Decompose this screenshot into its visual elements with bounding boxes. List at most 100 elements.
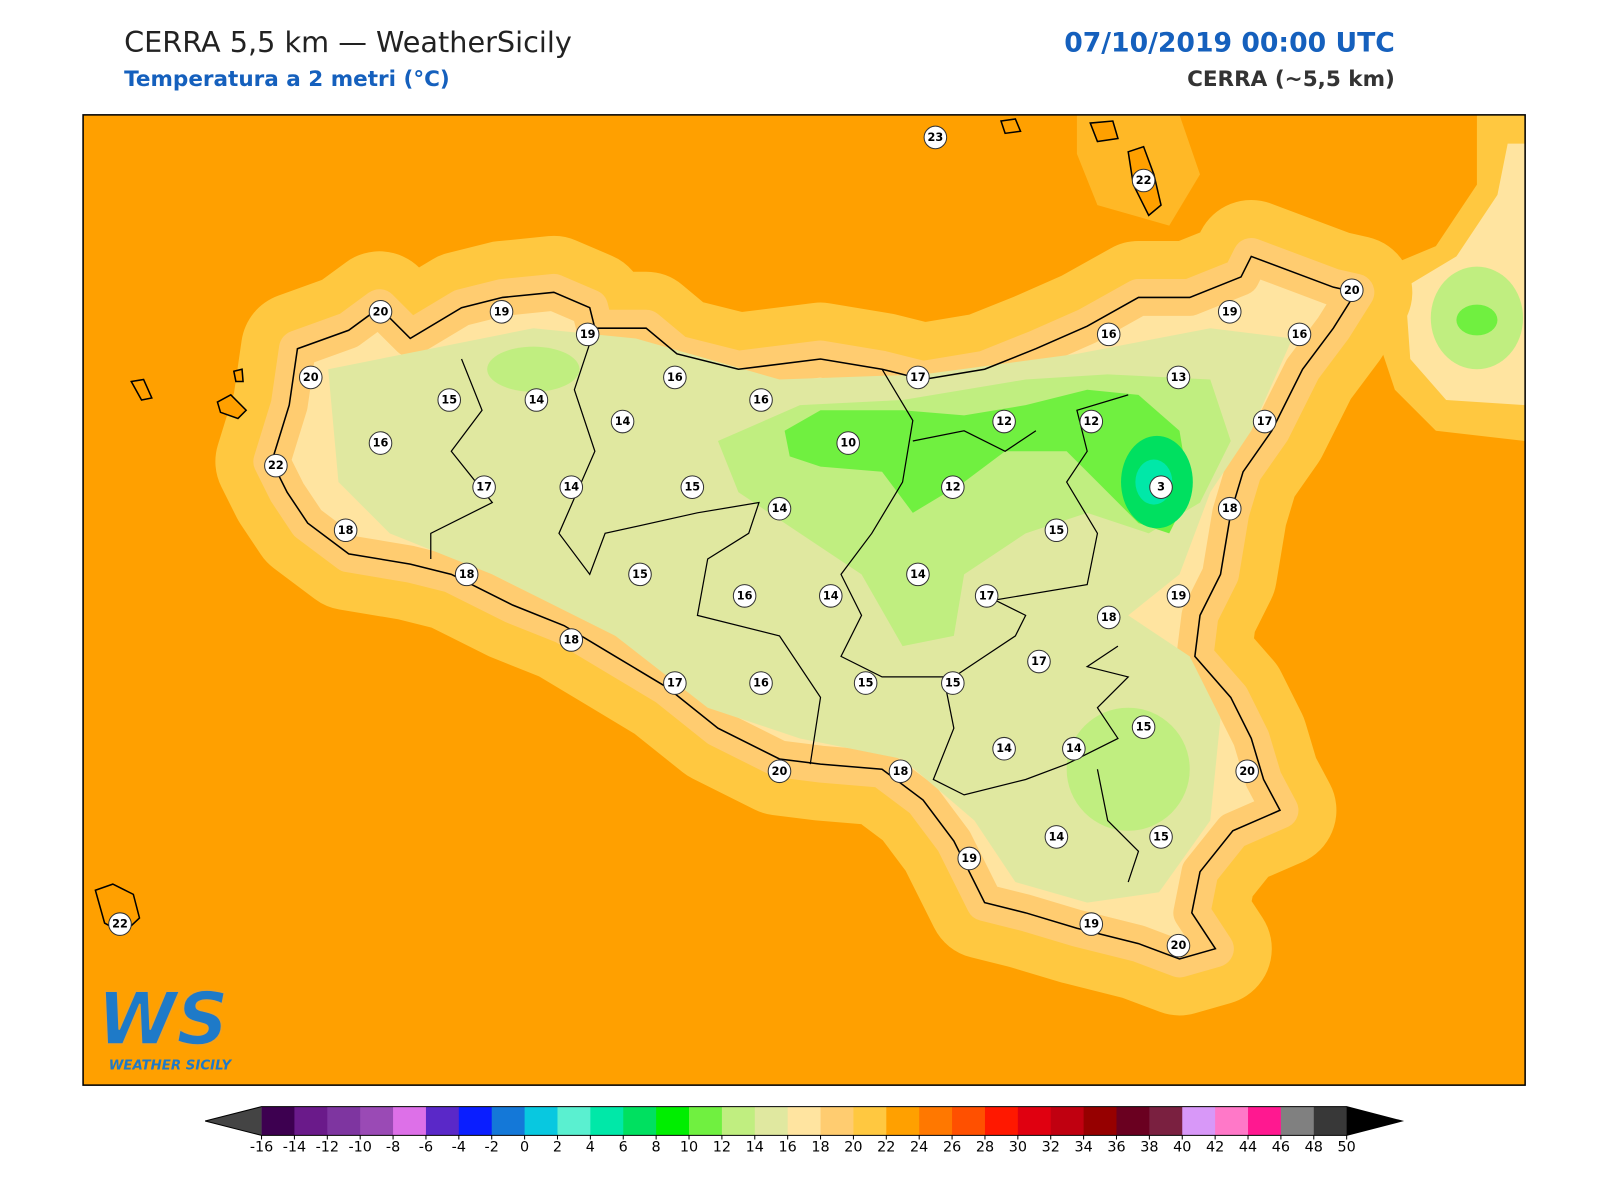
colorbar-bin — [952, 1106, 986, 1136]
station-value: 20 — [373, 305, 389, 318]
station-marker — [923, 125, 948, 150]
colorbar-bin — [294, 1106, 328, 1136]
station: 14 — [906, 562, 930, 587]
colorbar-bin — [393, 1106, 427, 1136]
colorbar-tick-label: 44 — [1239, 1140, 1257, 1156]
station-marker — [663, 365, 687, 390]
station-value: 14 — [615, 415, 631, 428]
station-marker — [1131, 715, 1156, 739]
colorbar-bin — [1116, 1106, 1150, 1136]
colorbar-bin — [721, 1106, 756, 1136]
station: 18 — [1096, 605, 1121, 630]
station-value: 15 — [632, 568, 648, 581]
station-value: 16 — [753, 394, 769, 407]
colorbar-under — [205, 1106, 262, 1136]
colorbar-tick-label: 22 — [877, 1140, 895, 1156]
colorbar-bin — [1083, 1106, 1118, 1136]
station-value: 14 — [563, 481, 579, 494]
station-marker — [437, 388, 462, 412]
station-value: 17 — [1031, 655, 1047, 668]
station-value: 19 — [1222, 305, 1238, 318]
station-value: 12 — [945, 481, 961, 494]
station: 20 — [298, 365, 323, 390]
station: 14 — [818, 584, 843, 608]
station: 14 — [524, 388, 549, 412]
station-marker — [575, 322, 600, 347]
station: 17 — [906, 365, 930, 390]
station-marker — [1339, 278, 1364, 303]
title: CERRA 5,5 km — WeatherSicily — [124, 25, 572, 59]
station-marker — [610, 409, 635, 434]
station: 17 — [974, 584, 999, 608]
station: 15 — [1044, 518, 1069, 543]
colorbar-tick-label: 26 — [943, 1140, 961, 1156]
station-marker — [906, 365, 930, 390]
logo-text: WEATHER SICILY — [109, 1059, 233, 1074]
station-value: 16 — [373, 437, 389, 450]
station: 17 — [663, 671, 687, 695]
station-marker — [1062, 736, 1086, 761]
station-value: 17 — [667, 677, 683, 690]
station: 15 — [680, 475, 705, 499]
station: 20 — [1339, 278, 1364, 303]
station-marker — [749, 671, 773, 695]
station-value: 17 — [979, 589, 995, 602]
colorbar-tick-label: 18 — [811, 1140, 829, 1156]
station-marker — [1217, 496, 1242, 521]
station-value: 15 — [1136, 721, 1152, 734]
station-value: 20 — [1344, 284, 1360, 297]
station: 14 — [1062, 736, 1086, 761]
colorbar-bin — [261, 1106, 295, 1136]
station-marker — [749, 388, 773, 412]
station-marker — [1096, 605, 1121, 630]
colorbar-over — [1346, 1106, 1403, 1136]
station-marker — [264, 453, 288, 478]
station-value: 15 — [441, 394, 457, 407]
station-value: 19 — [961, 852, 977, 865]
station-marker — [1044, 825, 1069, 849]
colorbar-tick-label: -2 — [485, 1140, 499, 1156]
colorbar-bin — [1050, 1106, 1085, 1136]
station-value: 19 — [1083, 918, 1099, 931]
station-marker — [941, 475, 965, 499]
colorbar-tick-label: 46 — [1272, 1140, 1290, 1156]
colorbar-bin — [590, 1106, 624, 1136]
colorbar-bin — [689, 1106, 723, 1136]
colorbar-bin — [524, 1106, 558, 1136]
station-marker — [472, 475, 496, 499]
station: 23 — [923, 125, 948, 150]
station-value: 12 — [996, 415, 1012, 428]
colorbar-bin — [458, 1106, 493, 1136]
colorbar-tick-label: 10 — [680, 1140, 698, 1156]
station: 16 — [663, 365, 687, 390]
station: 16 — [1287, 322, 1312, 347]
station: 16 — [749, 388, 773, 412]
colorbar-bin — [623, 1106, 657, 1136]
calabria-cold — [1456, 304, 1498, 336]
colorbar-tick-label: 12 — [713, 1140, 731, 1156]
station-marker — [454, 562, 479, 587]
colorbar-bin — [1280, 1106, 1315, 1136]
station: 14 — [767, 496, 792, 521]
colorbar-tick-label: 48 — [1305, 1140, 1323, 1156]
colorbar-tick-label: 28 — [976, 1140, 994, 1156]
station: 18 — [888, 759, 913, 784]
station-value: 20 — [1171, 939, 1187, 952]
station-marker — [853, 671, 878, 695]
colorbar-tick-label: 38 — [1140, 1140, 1158, 1156]
colorbar-tick-label: 32 — [1042, 1140, 1060, 1156]
colorbar-tick-label: 16 — [779, 1140, 797, 1156]
station-value: 19 — [580, 328, 596, 341]
station-value: 20 — [303, 371, 319, 384]
station: 14 — [992, 736, 1016, 761]
station-marker — [1217, 300, 1242, 324]
colorbar-tick-label: 24 — [910, 1140, 928, 1156]
station-marker — [1166, 933, 1191, 958]
station-value: 18 — [1222, 502, 1238, 515]
colorbar-bin — [1215, 1106, 1249, 1136]
station-labels: 23 22 20 19 19 20 15 14 16 16 14 16 22 17 14 15 10 17 12 12… — [108, 125, 1364, 958]
colorbar-bin — [491, 1106, 526, 1136]
station: 19 — [1166, 584, 1191, 608]
station-marker — [941, 671, 965, 695]
station-value: 14 — [1049, 830, 1065, 843]
